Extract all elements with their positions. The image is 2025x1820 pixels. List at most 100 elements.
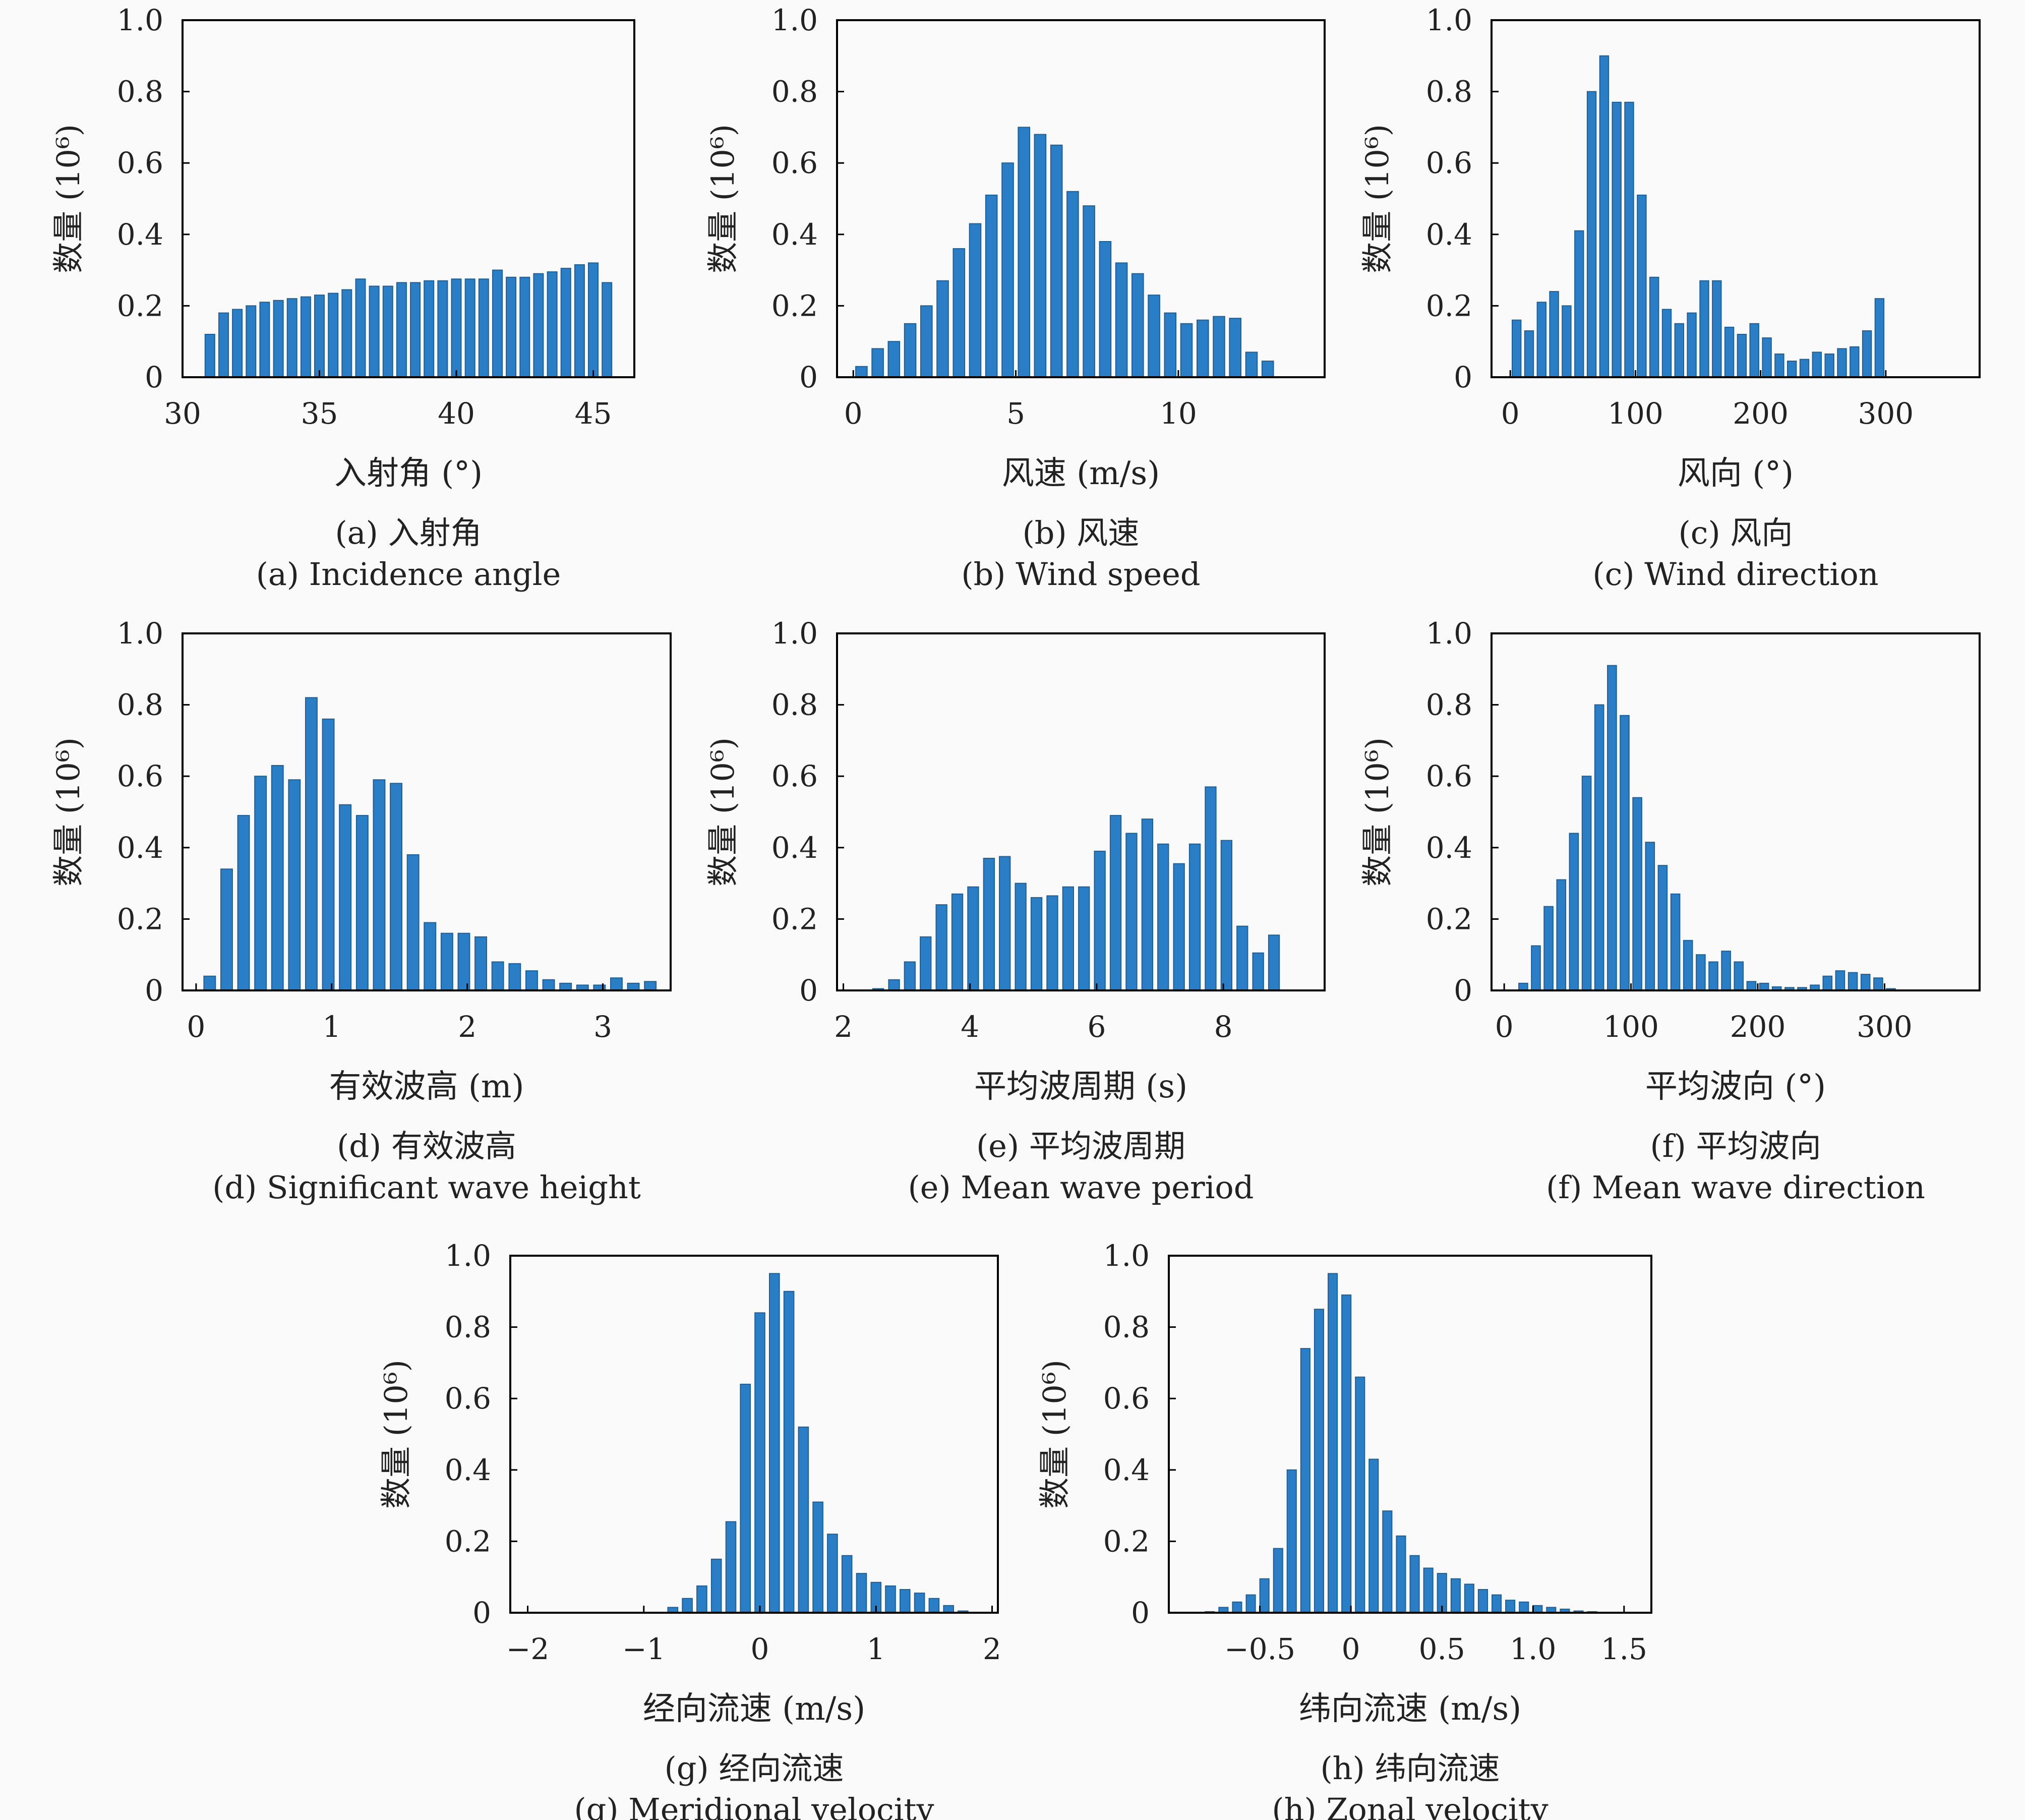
bar <box>969 223 982 378</box>
bar <box>1822 975 1833 991</box>
bar <box>396 282 407 378</box>
x-tick-label: 1 <box>322 1010 341 1044</box>
y-tick-label: 0.2 <box>445 1524 491 1558</box>
bar <box>1355 1376 1365 1613</box>
bar <box>602 282 613 378</box>
bar <box>1261 361 1274 378</box>
bar <box>1674 323 1685 378</box>
y-tick-label: 0.2 <box>1426 902 1472 936</box>
bar <box>1657 865 1668 991</box>
bar <box>1213 316 1225 378</box>
x-axis-label: 平均波周期 (s) <box>974 1068 1187 1105</box>
bar <box>1683 940 1693 991</box>
plot-frame <box>1168 1255 1652 1614</box>
plot-frame <box>1491 19 1981 378</box>
bar <box>1670 893 1681 991</box>
bar <box>1746 981 1757 991</box>
bar <box>936 280 949 378</box>
bar <box>341 289 352 378</box>
plot-frame <box>182 19 635 378</box>
bar <box>754 1312 765 1614</box>
bar <box>1157 843 1169 991</box>
x-tick-label: 0 <box>187 1010 205 1044</box>
y-tick-label: 0.4 <box>117 217 163 252</box>
bar <box>1549 291 1559 378</box>
x-axis-label: 有效波高 (m) <box>329 1068 524 1105</box>
bar <box>1687 312 1697 378</box>
bar <box>1581 776 1592 991</box>
x-tick-label: 2 <box>834 1010 853 1044</box>
y-tick-label: 0.8 <box>1426 688 1472 722</box>
bar <box>1314 1309 1324 1613</box>
y-axis-label: 数量 (10⁶) <box>1359 737 1396 887</box>
bar <box>1599 55 1610 378</box>
chart-panel-a: 0 0.2 0.4 0.6 0.8 1.0 30 35 40 45 数量 (10⁶) 入射角 (°) (… <box>50 3 635 593</box>
x-tick-label: 5 <box>1006 396 1025 431</box>
bar <box>644 981 657 991</box>
bar <box>1450 1578 1461 1613</box>
panel-caption-cn: (c) 风向 <box>1679 514 1793 551</box>
panel-caption-en: (e) Mean wave period <box>908 1169 1254 1206</box>
bar <box>237 815 250 991</box>
bar <box>740 1383 751 1613</box>
plot-frame <box>1491 632 1981 991</box>
x-tick-label: 10 <box>1160 396 1197 431</box>
bar <box>1862 330 1872 378</box>
bar <box>928 1598 940 1613</box>
y-tick-label: 1.0 <box>1103 1239 1150 1273</box>
bar <box>1018 127 1031 378</box>
y-tick-label: 0.2 <box>1103 1524 1150 1558</box>
panel-caption-cn: (f) 平均波向 <box>1650 1128 1821 1164</box>
bar <box>547 271 558 378</box>
x-tick-label: 200 <box>1730 1010 1786 1044</box>
bar <box>1464 1583 1474 1613</box>
y-tick-label: 0 <box>145 360 163 394</box>
bar <box>1268 934 1280 991</box>
x-tick-label: 2 <box>983 1632 1001 1666</box>
x-tick-label: 30 <box>164 396 201 431</box>
plot-frame <box>509 1255 999 1614</box>
chart-panel-d: 0 0.2 0.4 0.6 0.8 1.0 0 1 2 3 数量 (10⁶) 有效波高 (m) (d) … <box>50 616 672 1206</box>
chart-panel-e: 0 0.2 0.4 0.6 0.8 1.0 2 4 6 8 数量 (10⁶) 平均波周期 (s) (e)… <box>704 616 1326 1206</box>
bar <box>856 1573 867 1614</box>
bar <box>710 1558 722 1614</box>
bar <box>1300 1348 1311 1614</box>
bar <box>1645 842 1655 991</box>
y-tick-label: 0 <box>145 973 163 1008</box>
y-tick-label: 0.6 <box>1426 146 1472 180</box>
bar <box>696 1585 707 1613</box>
y-tick-label: 1.0 <box>771 616 818 651</box>
y-axis-label: 数量 (10⁶) <box>704 124 741 273</box>
bar <box>491 961 504 991</box>
y-tick-label: 0.8 <box>1103 1310 1150 1344</box>
bar <box>1066 191 1079 378</box>
x-tick-label: 200 <box>1733 396 1789 431</box>
x-tick-label: 1 <box>867 1632 885 1666</box>
y-tick-label: 0 <box>799 360 818 394</box>
bar <box>1396 1535 1406 1614</box>
bar <box>1531 945 1541 991</box>
bar <box>1799 359 1810 378</box>
bar <box>254 776 267 991</box>
bar <box>1245 1594 1256 1614</box>
bar <box>627 982 640 991</box>
y-tick-label: 0.4 <box>1426 217 1472 252</box>
panel-caption-en: (h) Zonal velocity <box>1272 1791 1548 1820</box>
bar <box>725 1521 737 1613</box>
bar <box>1180 323 1193 378</box>
bar <box>1050 144 1063 378</box>
chart-panel-g: 0 0.2 0.4 0.6 0.8 1.0 −2 −1 0 1 2 数量 (10⁶) 经向流速 (m/s… <box>378 1239 1001 1820</box>
plot-frame <box>182 632 672 991</box>
bar <box>390 783 402 991</box>
bar <box>1125 833 1138 991</box>
x-tick-label: 1.5 <box>1601 1632 1647 1666</box>
bar <box>1637 194 1647 378</box>
y-tick-label: 0 <box>799 973 818 1008</box>
bar <box>1543 906 1554 991</box>
bar <box>203 975 216 991</box>
bar <box>220 868 233 991</box>
y-axis-label: 数量 (10⁶) <box>1359 124 1396 273</box>
bar <box>1148 295 1160 378</box>
bar <box>506 276 517 378</box>
bar <box>943 1605 955 1614</box>
